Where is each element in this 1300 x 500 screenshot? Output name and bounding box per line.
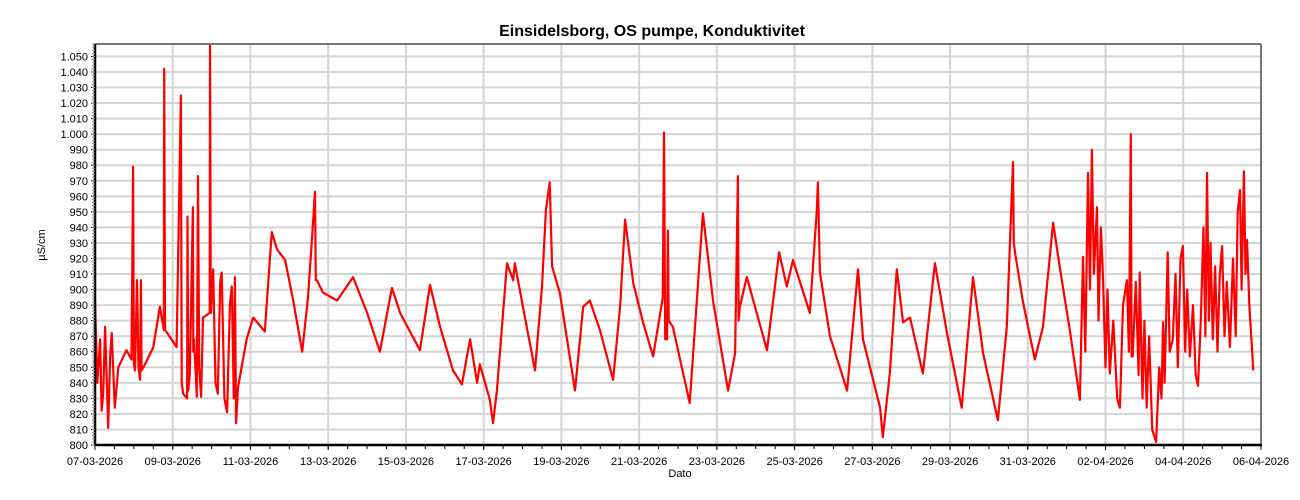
y-tick-label: 1.020 xyxy=(60,98,88,110)
x-tick-label: 17-03-2026 xyxy=(456,456,512,468)
series-line-konduktivitet xyxy=(93,44,1255,443)
y-tick-label: 1.010 xyxy=(60,114,88,126)
y-tick-label: 820 xyxy=(70,409,88,421)
y-tick-label: 880 xyxy=(70,316,88,328)
x-tick-label: 06-04-2026 xyxy=(1233,456,1289,468)
x-tick-label: 07-03-2026 xyxy=(67,456,123,468)
x-tick-label: 02-04-2026 xyxy=(1077,456,1133,468)
x-axis-label: Dato xyxy=(668,468,691,480)
y-tick-label: 910 xyxy=(70,269,88,281)
y-tick-label: 870 xyxy=(70,331,88,343)
x-tick-label: 11-03-2026 xyxy=(223,456,278,468)
y-tick-label: 810 xyxy=(70,424,88,436)
y-axis: 800 810 820 830 840 850 860 870 880 890 900 910 920 9… xyxy=(60,43,95,452)
y-tick-label: 1.000 xyxy=(60,129,88,141)
y-axis-label: µS/cm xyxy=(36,229,48,260)
y-tick-label: 890 xyxy=(70,300,88,312)
y-tick-label: 1.050 xyxy=(60,51,88,63)
y-tick-label: 990 xyxy=(70,145,88,157)
x-tick-label: 19-03-2026 xyxy=(533,456,589,468)
chart-title: Einsidelsborg, OS pumpe, Konduktivitet xyxy=(499,23,805,40)
y-tick-label: 860 xyxy=(70,347,88,359)
y-tick-label: 850 xyxy=(70,362,88,374)
x-tick-label: 21-03-2026 xyxy=(611,456,667,468)
x-tick-label: 25-03-2026 xyxy=(766,456,822,468)
y-tick-label: 930 xyxy=(70,238,88,250)
grid xyxy=(95,44,1261,446)
x-axis: 07-03-2026 09-03-2026 11-03-2026 13-03-2026… xyxy=(67,445,1289,468)
y-tick-label: 830 xyxy=(70,393,88,405)
series-layer xyxy=(93,44,1255,443)
y-tick-label: 980 xyxy=(70,160,88,172)
x-tick-label: 23-03-2026 xyxy=(689,456,745,468)
x-tick-label: 13-03-2026 xyxy=(300,456,356,468)
y-tick-label: 940 xyxy=(70,222,88,234)
y-tick-label: 1.030 xyxy=(60,83,88,95)
x-tick-label: 15-03-2026 xyxy=(378,456,434,468)
y-tick-label: 900 xyxy=(70,285,88,297)
y-tick-label: 950 xyxy=(70,207,88,219)
x-tick-label: 09-03-2026 xyxy=(145,456,201,468)
x-tick-label: 29-03-2026 xyxy=(922,456,978,468)
y-tick-label: 970 xyxy=(70,176,88,188)
y-tick-label: 920 xyxy=(70,253,88,265)
x-tick-label: 04-04-2026 xyxy=(1155,456,1211,468)
y-tick-label: 1.040 xyxy=(60,67,88,79)
x-tick-label: 31-03-2026 xyxy=(1000,456,1056,468)
y-tick-label: 840 xyxy=(70,378,88,390)
x-tick-label: 27-03-2026 xyxy=(844,456,900,468)
y-tick-label: 960 xyxy=(70,191,88,203)
plot-background xyxy=(95,44,1261,445)
y-tick-label: 800 xyxy=(70,440,88,452)
